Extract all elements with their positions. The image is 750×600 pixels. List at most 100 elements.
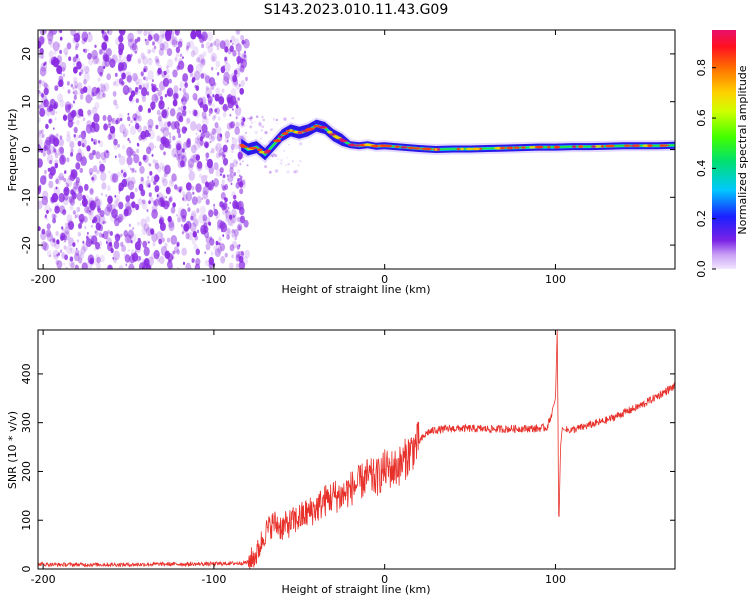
- heatmap-noise-cell: [225, 228, 231, 237]
- heatmap-noise-cell: [137, 36, 141, 42]
- heatmap-noise-cell: [168, 144, 172, 150]
- snr-ylabel: SNR (10 * v/v): [6, 411, 19, 489]
- heatmap-noise-cell: [127, 112, 130, 116]
- heatmap-noise-cell: [74, 85, 78, 89]
- heatmap-noise-cell: [40, 129, 44, 134]
- heatmap-noise-cell: [93, 141, 96, 145]
- heatmap-noise-cell: [58, 79, 64, 87]
- heatmap-noise-cell: [140, 218, 147, 228]
- heatmap-noise-cell: [230, 172, 235, 179]
- heatmap-noise-cell: [40, 231, 47, 241]
- heatmap-noise-cell: [223, 71, 230, 82]
- heatmap-noise-cell: [153, 181, 156, 186]
- heatmap-noise-cell: [157, 115, 162, 122]
- heatmap-speckle: [276, 122, 278, 125]
- signal-hotspot: [421, 147, 430, 151]
- heatmap-noise-cell: [172, 69, 178, 78]
- heatmap-noise-cell: [220, 173, 222, 176]
- heatmap-noise-cell: [229, 201, 231, 205]
- heatmap-noise-cell: [192, 230, 195, 235]
- heatmap-noise-cell: [66, 157, 70, 163]
- heatmap-noise-cell: [61, 66, 66, 72]
- heatmap-noise-cell: [230, 88, 237, 97]
- heatmap-noise-cell: [56, 253, 59, 257]
- heatmap-noise-cell: [80, 130, 87, 140]
- heatmap-noise-cell: [134, 90, 138, 95]
- heatmap-noise-cell: [89, 172, 92, 176]
- heatmap-noise-cell: [96, 262, 101, 269]
- heatmap-noise-cell: [220, 192, 226, 200]
- heatmap-noise-cell: [161, 176, 166, 183]
- heatmap-noise-cell: [50, 56, 57, 65]
- heatmap-noise-cell: [225, 209, 231, 219]
- heatmap-noise-cell: [149, 171, 153, 176]
- heatmap-speckle: [247, 117, 249, 120]
- heatmap-noise-cell: [135, 110, 141, 119]
- heatmap-noise-cell: [57, 252, 61, 256]
- heatmap-noise-cell: [107, 230, 111, 235]
- heatmap-noise-cell: [170, 180, 173, 184]
- heatmap-noise-cell: [165, 201, 170, 208]
- heatmap-noise-cell: [143, 154, 149, 163]
- heatmap-speckle: [268, 170, 272, 174]
- heatmap-noise-cell: [114, 195, 117, 198]
- heatmap-speckle: [274, 154, 278, 158]
- heatmap-noise-cell: [90, 204, 95, 212]
- snr-xtick-label: 100: [545, 573, 566, 586]
- heatmap-noise-cell: [231, 233, 235, 239]
- heatmap-noise-cell: [140, 52, 145, 59]
- heatmap-noise-cell: [137, 197, 143, 206]
- heatmap-noise-cell: [143, 65, 148, 73]
- heatmap-noise-cell: [99, 140, 104, 148]
- heatmap-noise-cell: [213, 204, 216, 208]
- heatmap-noise-cell: [67, 104, 72, 110]
- heatmap-noise-cell: [224, 130, 230, 139]
- heatmap-noise-cell: [91, 176, 94, 181]
- signal-hotspot: [265, 149, 272, 153]
- heatmap-noise-cell: [157, 257, 160, 263]
- heatmap-noise-cell: [85, 94, 92, 104]
- heatmap-noise-cell: [130, 240, 133, 244]
- heatmap-noise-cell: [177, 153, 182, 160]
- heatmap-noise-cell: [47, 38, 53, 45]
- heatmap-noise-cell: [48, 180, 54, 189]
- heatmap-noise-cell: [208, 209, 214, 218]
- heatmap-noise-cell: [128, 123, 131, 127]
- heatmap-noise-cell: [168, 196, 173, 202]
- heatmap-noise-cell: [146, 91, 150, 96]
- heatmap-noise-cell: [155, 124, 159, 130]
- heatmap-noise-cell: [175, 140, 182, 151]
- heatmap-noise-cell: [144, 129, 150, 138]
- snr-ytick-label: 0: [20, 566, 33, 573]
- heatmap-noise-cell: [105, 194, 108, 197]
- heatmap-noise-cell: [207, 45, 213, 54]
- heatmap-noise-cell: [74, 264, 79, 269]
- snr-ytick-label: 100: [20, 510, 33, 531]
- heatmap-noise-cell: [159, 256, 165, 264]
- heatmap-noise-cell: [229, 262, 234, 269]
- heatmap-xtick-label: 0: [381, 273, 388, 286]
- heatmap-noise-cell: [222, 144, 228, 153]
- heatmap-noise-cell: [121, 72, 126, 80]
- heatmap-noise-cell: [73, 32, 81, 43]
- heatmap-noise-cell: [54, 162, 59, 169]
- heatmap-noise-cell: [179, 186, 183, 192]
- heatmap-noise-cell: [38, 200, 43, 210]
- heatmap-ylabel: Frequency (Hz): [6, 109, 19, 192]
- heatmap-noise-cell: [198, 33, 203, 39]
- heatmap-noise-cell: [220, 66, 226, 74]
- heatmap-noise-cell: [49, 239, 51, 242]
- heatmap-noise-cell: [185, 118, 190, 125]
- heatmap-noise-cell: [86, 33, 93, 43]
- heatmap-noise-cell: [125, 206, 132, 216]
- heatmap-noise-cell: [101, 41, 108, 51]
- heatmap-noise-cell: [67, 80, 70, 86]
- heatmap-noise-cell: [202, 116, 209, 127]
- heatmap-noise-cell: [59, 135, 63, 140]
- heatmap-noise-cell: [158, 48, 164, 56]
- heatmap-noise-cell: [225, 216, 229, 223]
- heatmap-noise-cell: [230, 182, 233, 186]
- heatmap-noise-cell: [231, 77, 239, 88]
- heatmap-noise-cell: [159, 30, 166, 38]
